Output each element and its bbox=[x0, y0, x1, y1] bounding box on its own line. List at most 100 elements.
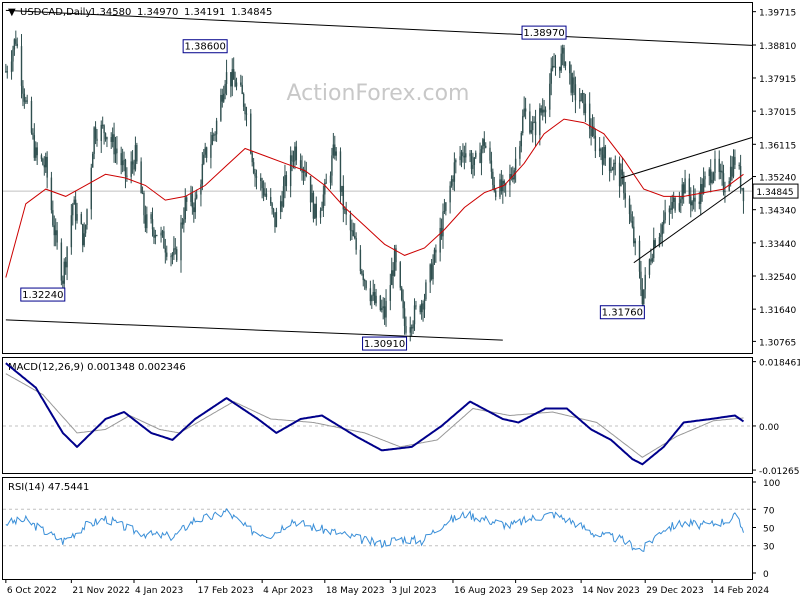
candle-body bbox=[395, 248, 397, 263]
candle-body bbox=[161, 231, 164, 233]
candle-body bbox=[492, 171, 494, 185]
candle-body bbox=[520, 133, 523, 147]
price-axis-label: 1.34340 bbox=[759, 207, 796, 217]
candle-body bbox=[420, 303, 423, 313]
trendline bbox=[5, 9, 753, 46]
candle-body bbox=[140, 161, 142, 194]
candle-body bbox=[530, 130, 532, 133]
price-axis-label: 1.32540 bbox=[759, 273, 796, 283]
candle-body bbox=[93, 127, 95, 154]
candle-body bbox=[739, 166, 742, 189]
candle-body bbox=[405, 326, 407, 333]
rsi-line bbox=[5, 507, 744, 553]
candle-body bbox=[309, 176, 312, 203]
price-annotation-box bbox=[20, 287, 66, 302]
candle-body bbox=[610, 169, 612, 171]
candle-body bbox=[490, 160, 493, 172]
candle-body bbox=[560, 53, 562, 71]
candle-body bbox=[432, 262, 434, 280]
candle-body bbox=[684, 178, 686, 194]
candle-body bbox=[83, 233, 85, 246]
candle-body bbox=[561, 47, 564, 54]
candle-body bbox=[359, 249, 362, 272]
dropdown-arrow-icon[interactable]: ▼ bbox=[8, 7, 16, 18]
candle-body bbox=[638, 240, 641, 272]
candle-body bbox=[409, 327, 411, 333]
rsi-axis-label: 0 bbox=[763, 570, 769, 580]
candle-body bbox=[688, 178, 691, 197]
candle-body bbox=[334, 144, 336, 156]
candle-body bbox=[20, 46, 23, 86]
candle-body bbox=[581, 93, 584, 95]
candle-body bbox=[734, 156, 736, 165]
candle-body bbox=[682, 184, 685, 194]
candle-body bbox=[10, 61, 13, 73]
candle-body bbox=[648, 259, 651, 275]
candle-body bbox=[6, 71, 8, 73]
candle-body bbox=[341, 185, 343, 192]
candle-body bbox=[143, 193, 145, 216]
candle-body bbox=[110, 137, 112, 142]
candle-body bbox=[264, 193, 266, 196]
candle-body bbox=[272, 208, 275, 213]
trendline bbox=[633, 177, 753, 264]
candle-body bbox=[731, 166, 733, 177]
candle-body bbox=[721, 170, 723, 174]
candle-body bbox=[304, 169, 306, 173]
current-price-label: 1.34845 bbox=[756, 188, 793, 198]
candle-body bbox=[190, 193, 192, 202]
candle-body bbox=[153, 229, 155, 238]
candle-body bbox=[220, 94, 222, 121]
candle-body bbox=[563, 47, 565, 66]
candle-body bbox=[621, 169, 624, 175]
price-axis-label: 1.35240 bbox=[759, 174, 796, 184]
candle-body bbox=[362, 273, 364, 281]
candle-body bbox=[294, 146, 296, 162]
candle-body bbox=[600, 148, 602, 155]
candle-body bbox=[738, 164, 740, 167]
candle-body bbox=[690, 196, 692, 206]
candle-body bbox=[702, 179, 705, 194]
candle-body bbox=[551, 65, 554, 69]
trendline bbox=[5, 319, 503, 341]
candle-body bbox=[319, 210, 322, 218]
rsi-axis-label: 50 bbox=[763, 525, 775, 535]
candle-body bbox=[163, 231, 165, 249]
macd-line bbox=[5, 362, 745, 466]
candle-body bbox=[66, 247, 68, 268]
candle-body bbox=[371, 295, 373, 302]
candle-body bbox=[512, 177, 514, 180]
candle-body bbox=[729, 166, 732, 182]
candle-body bbox=[270, 197, 272, 204]
price-annotation-label: 1.31760 bbox=[602, 308, 643, 319]
candle-body bbox=[181, 222, 184, 225]
candle-body bbox=[170, 256, 172, 258]
price-axis-label: 1.37015 bbox=[759, 108, 796, 118]
candle-body bbox=[603, 146, 605, 165]
candle-body bbox=[329, 175, 332, 183]
candle-body bbox=[210, 144, 212, 158]
candle-body bbox=[475, 152, 477, 158]
candle-body bbox=[72, 204, 74, 216]
candle-body bbox=[608, 158, 611, 171]
candle-body bbox=[166, 252, 168, 257]
candle-body bbox=[281, 201, 283, 207]
candle-body bbox=[459, 156, 461, 161]
candle-body bbox=[651, 258, 654, 262]
candle-body bbox=[12, 49, 14, 62]
watermark-text: ActionForex.com bbox=[287, 81, 470, 106]
candle-body bbox=[668, 208, 671, 213]
candle-body bbox=[43, 164, 45, 168]
candle-body bbox=[315, 203, 317, 218]
candle-body bbox=[452, 179, 454, 182]
candle-body bbox=[32, 132, 34, 136]
candle-body bbox=[35, 147, 37, 158]
ohlc-close: 1.34845 bbox=[231, 7, 272, 18]
candle-body bbox=[231, 69, 233, 87]
candle-body bbox=[654, 240, 656, 247]
candle-body bbox=[633, 226, 635, 244]
candle-body bbox=[173, 248, 175, 256]
candle-body bbox=[674, 197, 676, 211]
candle-body bbox=[74, 199, 77, 221]
candle-body bbox=[559, 66, 561, 71]
